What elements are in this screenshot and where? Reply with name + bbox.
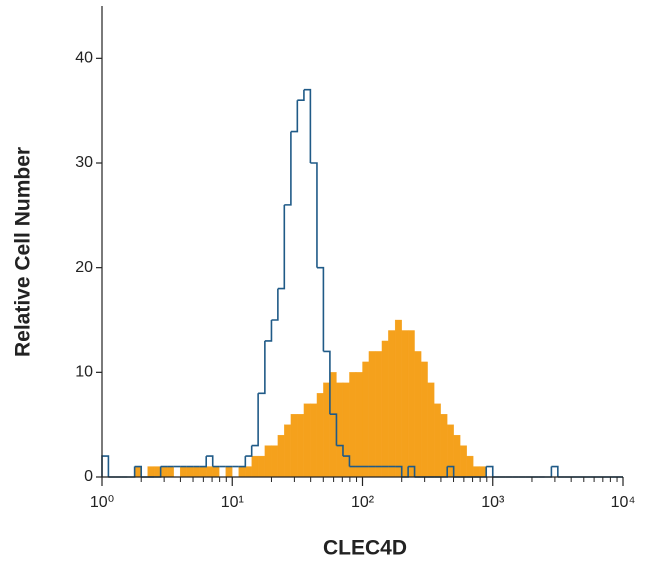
x-tick-label: 10³ [481,494,505,511]
histogram-bar [355,372,363,478]
histogram-bar [342,382,350,478]
y-tick-label: 10 [75,364,93,381]
x-tick-label: 10⁰ [90,494,114,511]
histogram-bar [153,466,161,478]
histogram-bar [264,445,272,478]
histogram-outline [447,465,455,477]
y-tick-label: 0 [84,468,93,485]
histogram-outline [101,455,110,477]
histogram-bar [460,445,467,478]
histogram-bar [329,372,337,478]
histogram-bar [453,434,461,478]
histogram-bar [420,361,428,478]
histogram-bar [447,424,454,478]
histogram-bar [434,403,441,478]
histogram-bar [297,414,305,478]
histogram-bar [394,319,402,478]
histogram-outline [199,456,208,468]
histogram-bar [349,372,357,478]
histogram-bar [440,414,448,478]
x-tick-label: 10⁴ [611,494,636,511]
histogram-bar [238,466,246,478]
histogram-outline [127,466,136,478]
y-axis-title: Relative Cell Number [12,147,35,357]
histogram-bar [466,455,474,478]
histogram-outline [297,89,305,101]
histogram-bar [303,403,311,478]
histogram-bar [271,445,279,478]
y-tick-label: 30 [75,154,93,171]
histogram-outline [486,465,494,477]
y-tick-label: 20 [75,259,93,276]
histogram-outline [258,340,266,395]
histogram-bar [473,466,480,478]
histogram-outline [251,393,259,447]
histogram-bar [193,466,200,478]
histogram-bar [166,466,174,478]
histogram-bar [186,466,194,478]
histogram-bar [388,330,396,478]
histogram-outline [271,288,279,321]
histogram-bar [368,351,376,478]
histogram-outline [544,466,553,478]
histogram-outline [329,413,338,446]
histogram-bar [212,466,220,478]
histogram-bar [147,466,155,478]
histogram-outline [408,465,416,477]
histogram-bar [160,466,168,478]
x-tick-label: 10¹ [221,494,244,511]
histogram-outline [303,88,312,163]
histogram-bar [225,466,233,478]
histogram-bar [290,414,298,478]
histogram-bar [257,455,266,478]
histogram-outline [206,455,214,467]
histogram-outline [238,456,247,468]
histogram-bar [199,466,207,478]
histogram-outline [323,350,331,415]
histogram-bar [251,455,259,478]
histogram-bar [323,382,331,478]
histogram-bar [401,330,409,478]
histogram-bar [316,393,324,478]
histogram-outline [245,445,253,457]
x-axis-title: CLEC4D [323,537,407,560]
y-tick-label: 40 [75,50,93,67]
histogram-bar [414,351,422,478]
histogram-bar [362,361,370,478]
histogram-outline [336,444,344,457]
histogram-bar [336,382,344,478]
histogram-bar [277,434,285,478]
histogram-outline [290,100,299,133]
histogram-outline [284,131,292,206]
histogram-outline [134,465,143,477]
histogram-outline [395,465,403,477]
histogram-bar [427,382,435,478]
histogram-bar [375,351,383,478]
x-tick-label: 10² [351,494,375,511]
histogram-bar [310,403,318,478]
histogram-bar [407,330,415,478]
histogram-outline [342,455,351,467]
histogram-outline [277,204,286,290]
histogram-bar [284,424,292,478]
histogram-bar [479,466,487,478]
histogram-outline [316,266,325,352]
histogram-bar [206,466,213,478]
histogram-bar [381,340,389,478]
histogram-bar [245,466,252,478]
histogram-bar [134,466,142,478]
histogram-outline [264,320,273,342]
histogram-bar [179,466,187,478]
histogram-outline [310,162,318,268]
histogram-outline [551,465,559,477]
